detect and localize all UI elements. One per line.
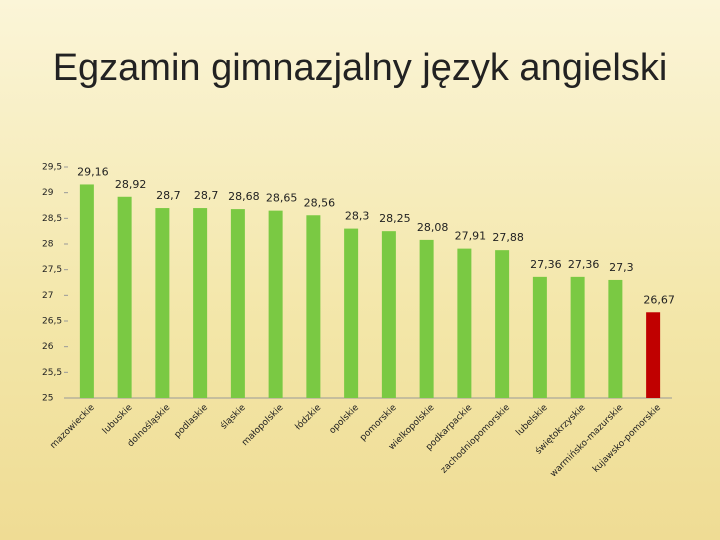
value-label: 27,88 — [492, 231, 524, 244]
value-label: 28,68 — [228, 190, 260, 203]
value-label: 28,7 — [156, 189, 181, 202]
x-tick-label: pomorskie — [358, 402, 399, 443]
bar — [193, 208, 208, 398]
value-label: 28,92 — [115, 178, 147, 191]
value-label: 27,91 — [455, 230, 487, 243]
bar — [532, 276, 547, 398]
bar — [155, 208, 170, 398]
value-label: 27,36 — [530, 258, 562, 271]
x-tick-label: lubelskie — [514, 402, 550, 438]
x-tick-label: zachodniopomorskie — [439, 402, 512, 475]
bar — [344, 228, 359, 398]
y-tick-label: 29,5 — [42, 163, 62, 173]
value-label: 27,3 — [609, 261, 634, 274]
bar — [646, 312, 661, 398]
y-tick-label: 29 — [42, 188, 54, 198]
value-label: 28,7 — [194, 189, 219, 202]
x-tick-label: warmińsko-mazurskie — [549, 402, 626, 479]
y-tick-label: 26 — [42, 342, 54, 352]
x-tick-label: śląskie — [218, 402, 248, 432]
y-tick-label: 28,5 — [42, 214, 62, 224]
bar — [570, 276, 585, 398]
bar — [230, 209, 245, 398]
bar — [117, 196, 132, 398]
y-tick-label: 27 — [42, 291, 53, 301]
value-label: 28,25 — [379, 212, 411, 225]
y-tick-label: 25 — [42, 394, 53, 404]
x-tick-label: mazowieckie — [49, 402, 97, 450]
value-label: 28,56 — [304, 196, 336, 209]
value-label: 29,16 — [77, 165, 109, 178]
value-label: 26,67 — [643, 293, 675, 306]
y-tick-label: 27,5 — [42, 265, 62, 275]
bar — [306, 215, 321, 398]
bar — [268, 210, 283, 398]
x-tick-label: kujawsko-pomorskie — [591, 402, 663, 474]
value-label: 28,08 — [417, 221, 449, 234]
y-tick-label: 25,5 — [42, 368, 62, 378]
bar — [457, 248, 472, 398]
bar — [495, 250, 510, 398]
x-tick-label: łódzkie — [293, 402, 324, 433]
bar — [419, 239, 434, 398]
value-label: 27,36 — [568, 258, 600, 271]
value-label: 28,3 — [345, 210, 370, 223]
x-tick-label: podlaskie — [173, 402, 211, 440]
chart-title: Egzamin gimnazjalny język angielski — [53, 47, 668, 89]
y-tick-label: 26,5 — [42, 317, 62, 327]
x-tick-label: lubuskie — [101, 402, 135, 436]
x-tick-label: opolskie — [328, 402, 362, 436]
value-label: 28,65 — [266, 192, 298, 205]
y-tick-label: 28 — [42, 240, 54, 250]
bar — [79, 184, 94, 398]
bar — [608, 279, 623, 398]
bar — [381, 231, 396, 398]
